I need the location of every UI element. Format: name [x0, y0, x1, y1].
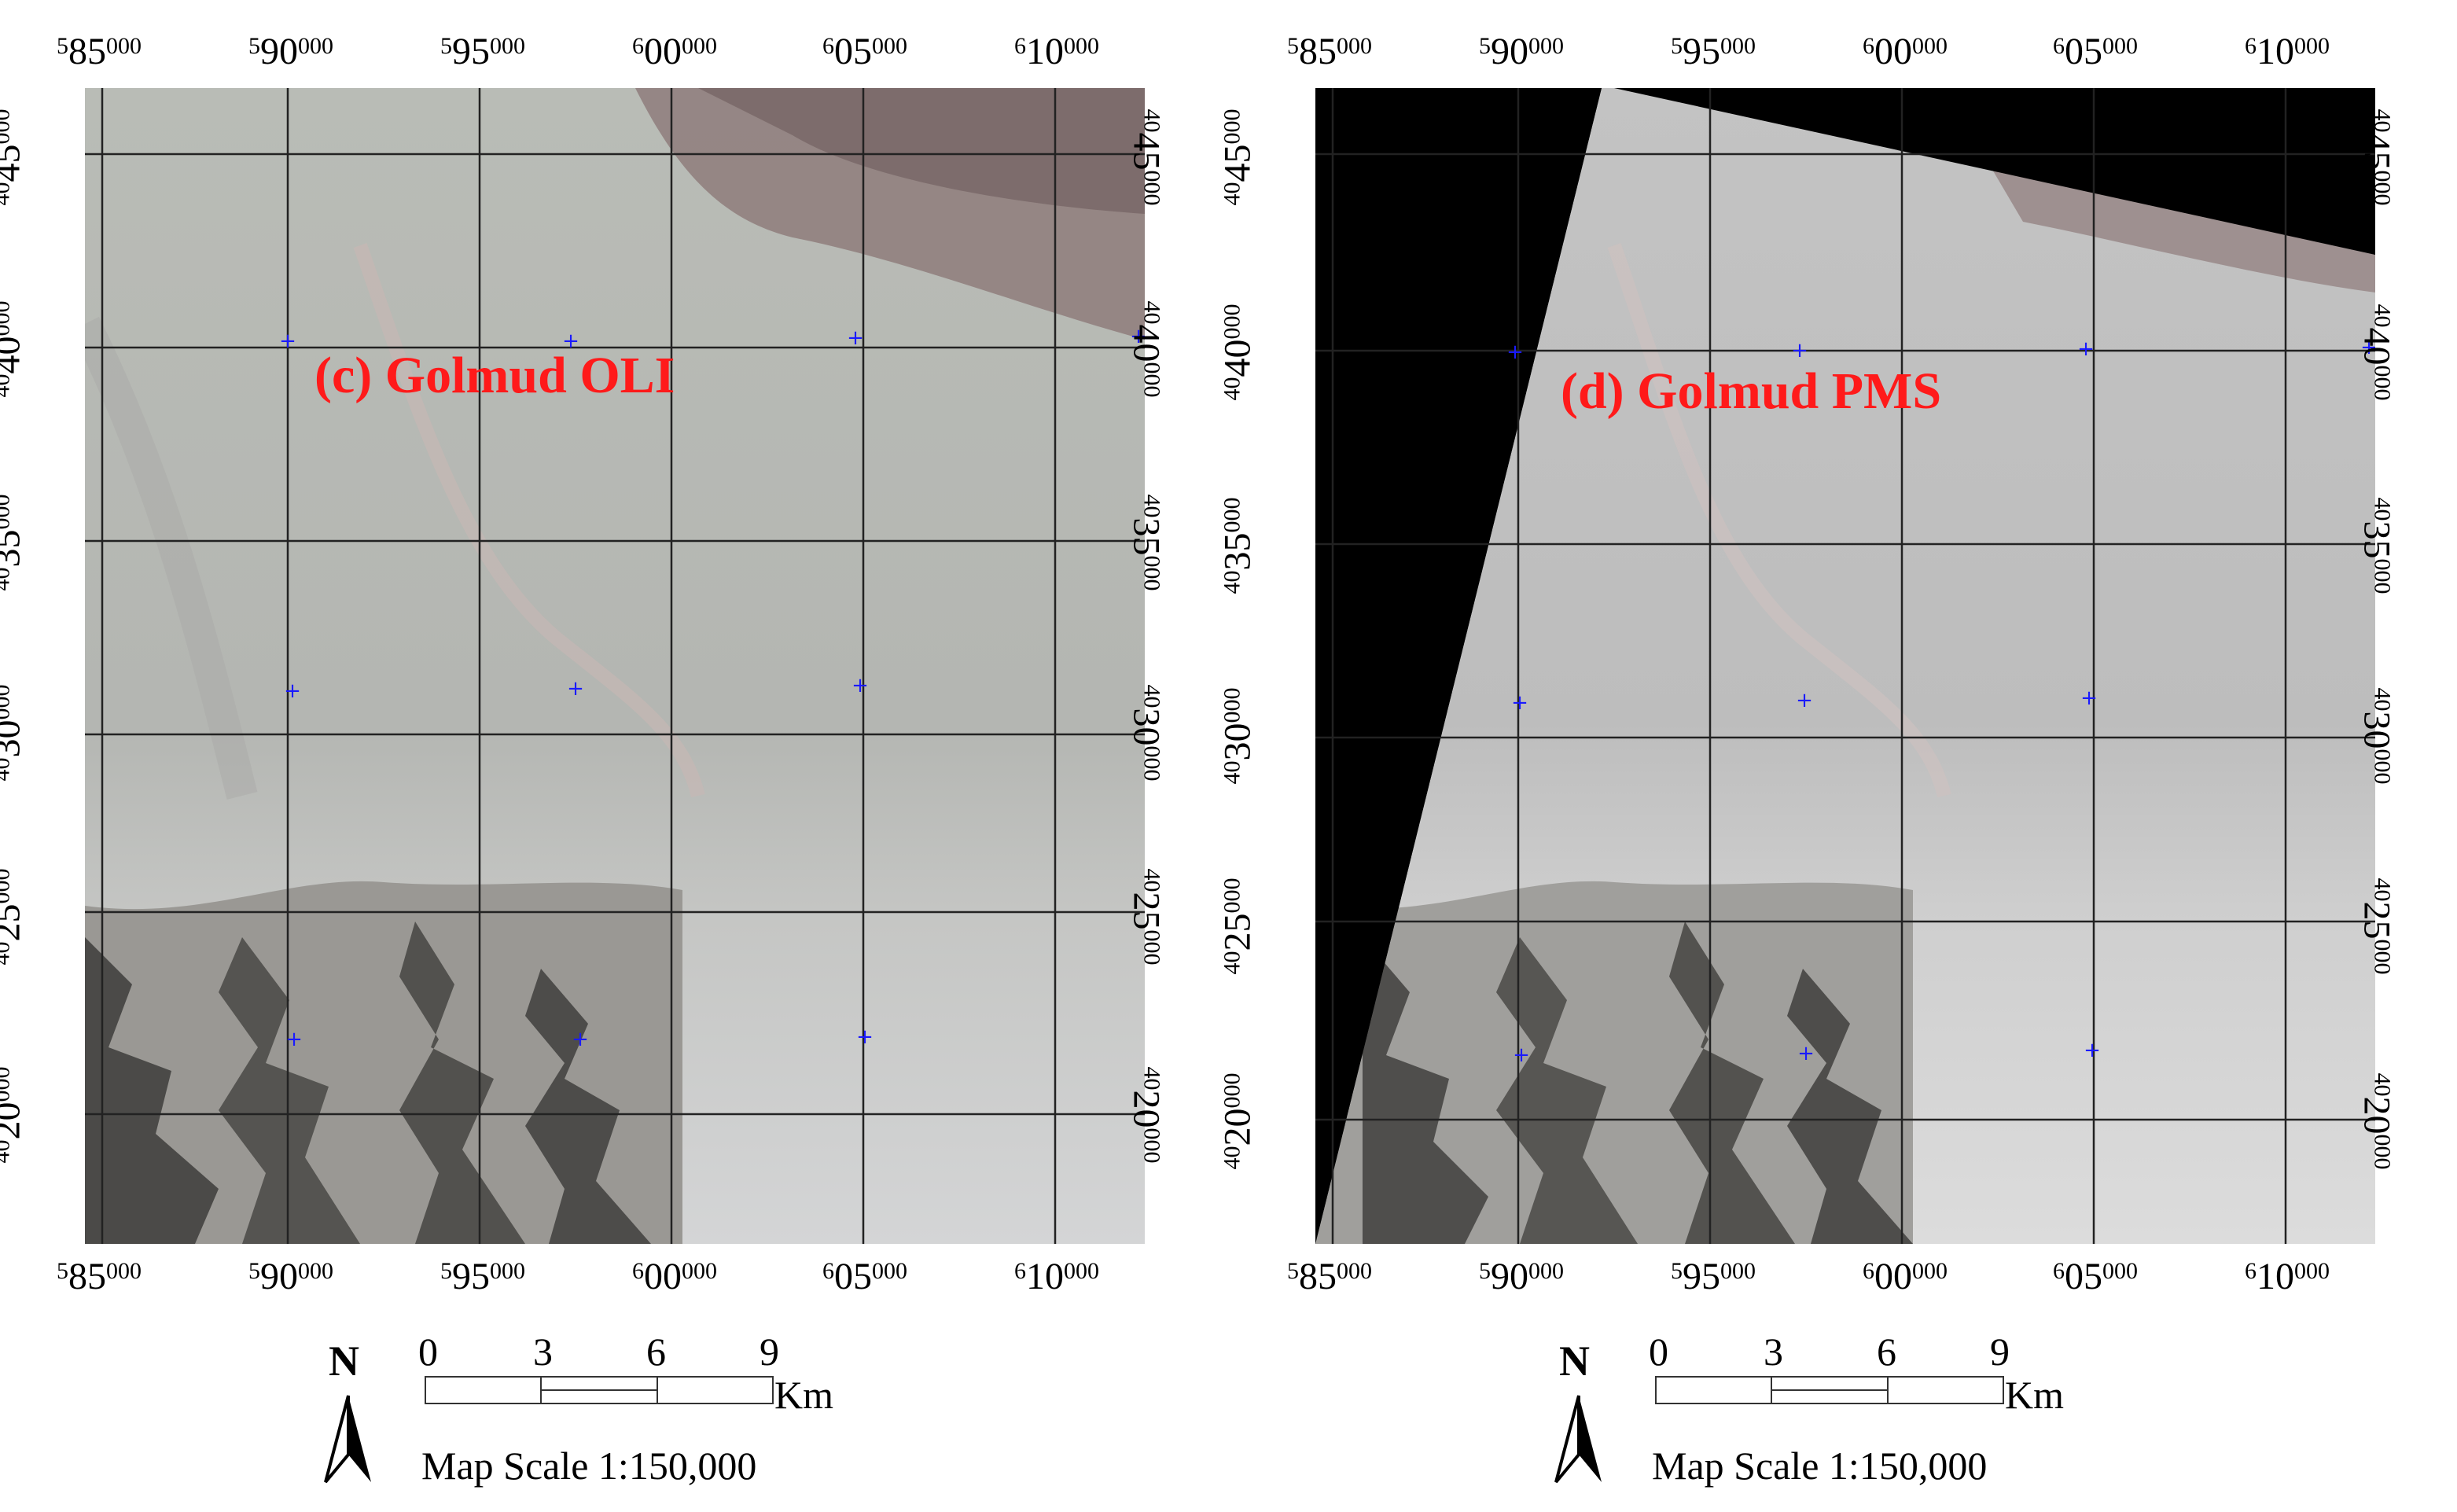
y-tick-left: 4030000	[1216, 687, 1259, 785]
scale-tick: 6	[1877, 1330, 1896, 1374]
scale-tick: 0	[418, 1330, 438, 1374]
satellite-image-oli	[85, 88, 1145, 1244]
map-panel-pms: + + + + + + + + + + (d) Golmud PMS 58500…	[1217, 0, 2457, 1512]
y-tick-left: 4045000	[1216, 109, 1259, 206]
x-tick-bottom: 600000	[632, 1256, 717, 1297]
x-tick-bottom: 590000	[1479, 1256, 1564, 1297]
x-tick-top: 605000	[2053, 31, 2138, 72]
y-tick-right: 4025000	[1125, 868, 1168, 966]
x-tick-top: 585000	[1287, 31, 1372, 72]
north-label: N	[329, 1337, 359, 1385]
y-tick-right: 4045000	[1125, 109, 1168, 206]
scale-tick: 0	[1649, 1330, 1668, 1374]
y-tick-right: 4035000	[2356, 497, 2398, 594]
x-tick-top: 610000	[1014, 31, 1099, 72]
x-tick-top: 585000	[57, 31, 142, 72]
scale-bar	[425, 1376, 774, 1404]
map-scale-text: Map Scale 1:150,000	[421, 1444, 757, 1488]
x-tick-bottom: 600000	[1863, 1256, 1948, 1297]
y-tick-left: 4040000	[1216, 304, 1259, 401]
map-title: (c) Golmud OLI	[314, 347, 675, 404]
scale-unit: Km	[2005, 1373, 2064, 1417]
map-scale-text: Map Scale 1:150,000	[1652, 1444, 1988, 1488]
y-tick-right: 4030000	[1125, 684, 1168, 782]
y-tick-right: 4045000	[2356, 109, 2398, 206]
satellite-image-pms	[1315, 88, 2375, 1244]
y-tick-left: 4030000	[0, 684, 28, 782]
x-tick-bottom: 585000	[1287, 1256, 1372, 1297]
north-label: N	[1559, 1337, 1590, 1385]
north-arrow-icon	[324, 1395, 371, 1484]
scale-tick: 9	[1990, 1330, 2010, 1374]
y-tick-right: 4040000	[1125, 300, 1168, 398]
x-tick-bottom: 605000	[2053, 1256, 2138, 1297]
y-tick-left: 4025000	[0, 868, 28, 966]
x-tick-top: 595000	[440, 31, 525, 72]
y-tick-left: 4045000	[0, 109, 28, 206]
scale-tick: 3	[533, 1330, 553, 1374]
scale-tick: 6	[646, 1330, 666, 1374]
map-panel-oli: + + + + + + + + + + (c) Golmud OLI 58500…	[0, 0, 1227, 1512]
x-tick-top: 600000	[632, 31, 717, 72]
y-tick-left: 4020000	[1216, 1072, 1259, 1170]
y-tick-left: 4040000	[0, 300, 28, 398]
x-tick-bottom: 610000	[1014, 1256, 1099, 1297]
y-tick-left: 4025000	[1216, 877, 1259, 975]
scale-tick: 3	[1764, 1330, 1783, 1374]
y-tick-left: 4035000	[0, 494, 28, 591]
x-tick-top: 605000	[822, 31, 907, 72]
y-tick-right: 4025000	[2356, 877, 2398, 975]
x-tick-top: 595000	[1671, 31, 1756, 72]
y-tick-right: 4020000	[1125, 1066, 1168, 1164]
x-tick-top: 610000	[2245, 31, 2330, 72]
y-tick-right: 4030000	[2356, 687, 2398, 785]
x-tick-bottom: 590000	[248, 1256, 333, 1297]
x-tick-bottom: 595000	[1671, 1256, 1756, 1297]
x-tick-bottom: 595000	[440, 1256, 525, 1297]
x-tick-bottom: 585000	[57, 1256, 142, 1297]
x-tick-top: 590000	[1479, 31, 1564, 72]
north-arrow-icon	[1554, 1395, 1602, 1484]
y-tick-right: 4035000	[1125, 494, 1168, 591]
y-tick-right: 4020000	[2356, 1072, 2398, 1170]
y-tick-left: 4035000	[1216, 497, 1259, 594]
x-tick-bottom: 605000	[822, 1256, 907, 1297]
scale-tick: 9	[760, 1330, 779, 1374]
y-tick-right: 4040000	[2356, 304, 2398, 401]
x-tick-bottom: 610000	[2245, 1256, 2330, 1297]
scale-bar	[1655, 1376, 2004, 1404]
scale-unit: Km	[774, 1373, 833, 1417]
map-title: (d) Golmud PMS	[1561, 362, 1942, 420]
y-tick-left: 4020000	[0, 1066, 28, 1164]
x-tick-top: 590000	[248, 31, 333, 72]
x-tick-top: 600000	[1863, 31, 1948, 72]
